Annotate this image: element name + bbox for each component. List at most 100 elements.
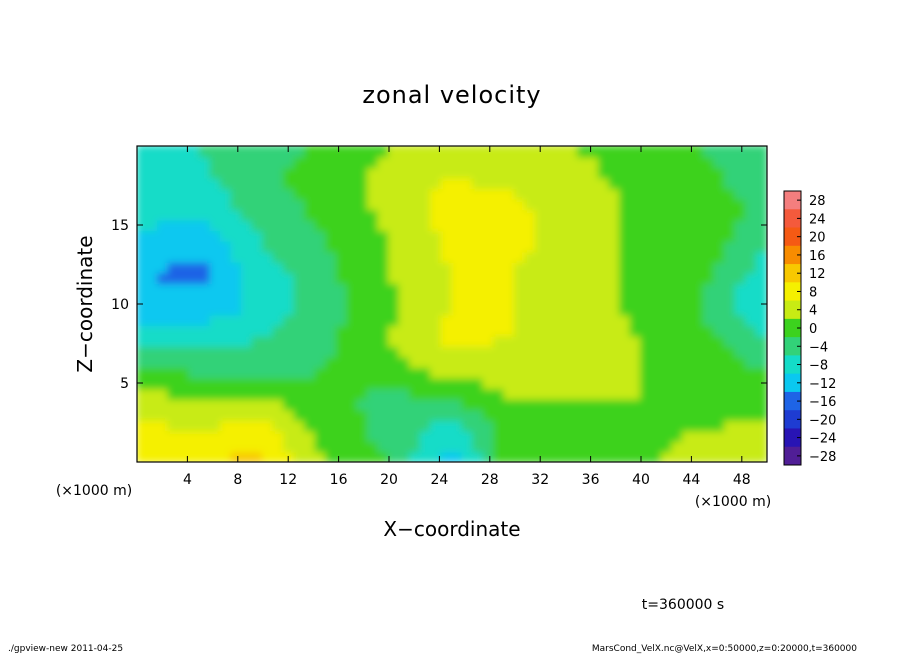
heat-cell <box>461 439 474 453</box>
heat-cell <box>304 313 317 327</box>
heat-cell <box>619 218 632 232</box>
heat-cell <box>367 376 380 390</box>
heat-cell <box>398 303 411 316</box>
heat-cell <box>188 271 201 284</box>
heat-cell <box>209 176 222 190</box>
heat-cell <box>640 408 653 421</box>
heat-cell <box>167 376 180 390</box>
heat-cell <box>440 397 453 411</box>
heat-cell <box>325 271 338 284</box>
heat-cell <box>608 429 621 442</box>
heat-cell <box>629 218 642 232</box>
heat-cell <box>566 345 579 358</box>
heat-cell <box>419 450 432 462</box>
heat-cell <box>661 166 674 179</box>
heat-cell <box>398 334 411 348</box>
heat-cell <box>640 208 653 221</box>
heat-cell <box>671 260 684 274</box>
heat-cell <box>262 366 275 379</box>
heat-cell <box>545 250 558 263</box>
heat-cell <box>409 366 422 379</box>
heat-cell <box>692 176 705 190</box>
heat-cell <box>419 187 432 200</box>
heat-cell <box>335 429 348 442</box>
heat-cell <box>577 218 590 232</box>
heat-cell <box>209 408 222 421</box>
heat-cell <box>178 450 191 462</box>
heat-cell <box>440 450 453 462</box>
heat-cell <box>188 166 201 179</box>
heat-cell <box>671 439 684 453</box>
heat-cell <box>409 439 422 453</box>
heat-cell <box>640 218 653 232</box>
heat-cell <box>325 187 338 200</box>
heat-cell <box>577 387 590 400</box>
heat-cell <box>251 229 264 242</box>
heat-cell <box>482 146 495 158</box>
heat-cell <box>272 345 285 358</box>
heat-cell <box>388 324 401 337</box>
heat-cell <box>199 197 212 211</box>
heat-cell <box>577 429 590 442</box>
heat-cell <box>535 439 548 453</box>
heat-cell <box>713 355 726 369</box>
heat-cell <box>137 334 149 348</box>
colorbar-swatch <box>784 191 801 210</box>
heat-cell <box>650 345 663 358</box>
heat-cell <box>272 439 285 453</box>
heat-cell <box>587 376 600 390</box>
heat-cell <box>619 176 632 190</box>
heat-cell <box>157 450 170 462</box>
heat-cell <box>493 429 506 442</box>
heat-cell <box>409 218 422 232</box>
heat-cell <box>178 239 191 253</box>
heat-cell <box>629 345 642 358</box>
heat-cell <box>293 418 306 432</box>
heat-cell <box>157 355 170 369</box>
heat-cell <box>167 146 180 158</box>
heat-cell <box>346 303 359 316</box>
heat-cell <box>230 313 243 327</box>
heat-cell <box>251 408 264 421</box>
heat-cell <box>272 397 285 411</box>
heat-cell <box>398 355 411 369</box>
heat-cell <box>734 239 747 253</box>
heat-cell <box>157 397 170 411</box>
heat-cell <box>493 418 506 432</box>
heat-cell <box>671 418 684 432</box>
heat-cell <box>419 355 432 369</box>
heat-cell <box>146 439 159 453</box>
heat-cell <box>661 187 674 200</box>
heat-cell <box>619 303 632 316</box>
heat-cell <box>724 271 737 284</box>
heat-cell <box>608 355 621 369</box>
heat-cell <box>535 292 548 305</box>
heat-cell <box>493 334 506 348</box>
heat-cell <box>283 408 296 421</box>
heat-cell <box>137 418 149 432</box>
heat-cell <box>137 313 149 327</box>
heat-cell <box>734 334 747 348</box>
heat-cell <box>650 239 663 253</box>
heat-cell <box>713 429 726 442</box>
heat-cell <box>220 155 233 169</box>
heat-cell <box>188 324 201 337</box>
heat-cell <box>199 218 212 232</box>
heat-cell <box>209 250 222 263</box>
heat-cell <box>262 450 275 462</box>
heat-cell <box>682 439 695 453</box>
heat-cell <box>451 176 464 190</box>
heat-cell <box>598 166 611 179</box>
heat-cell <box>157 176 170 190</box>
heat-cell <box>734 260 747 274</box>
heat-cell <box>640 345 653 358</box>
heat-cell <box>451 155 464 169</box>
heat-cell <box>587 408 600 421</box>
heat-cell <box>167 239 180 253</box>
heat-cell <box>388 208 401 221</box>
heat-cell <box>251 387 264 400</box>
heat-cell <box>608 229 621 242</box>
heat-cell <box>514 250 527 263</box>
heat-cell <box>692 292 705 305</box>
